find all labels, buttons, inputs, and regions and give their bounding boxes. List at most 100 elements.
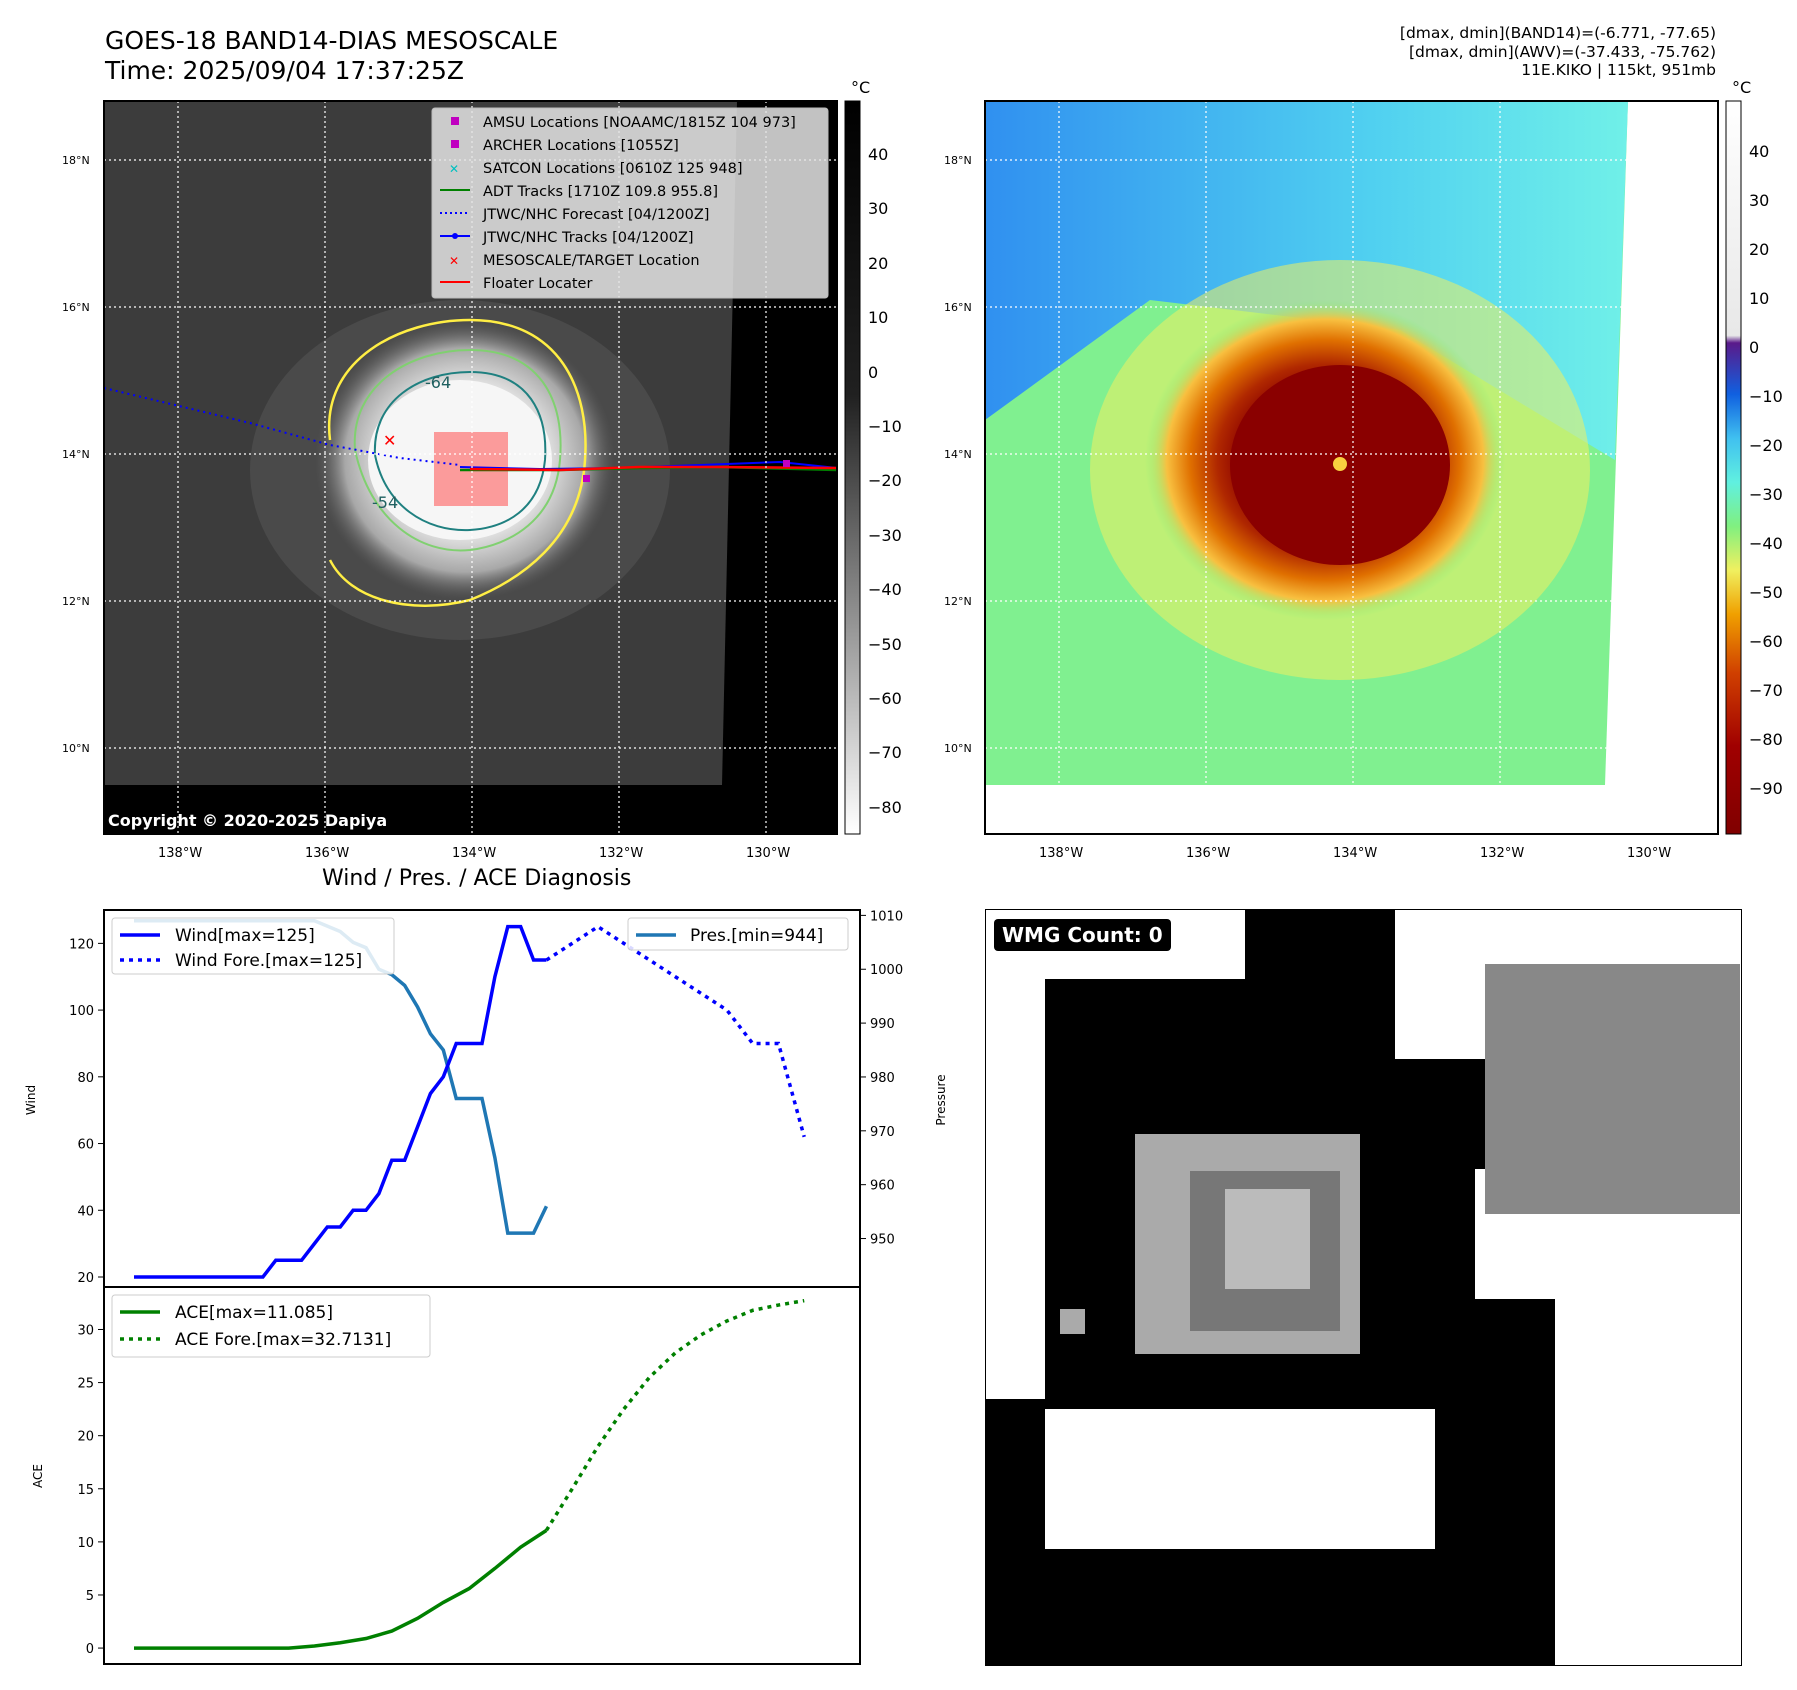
wind-fore-legend-label: Wind Fore.[max=125] — [175, 951, 362, 971]
archer-marker — [583, 475, 590, 482]
color-lat-14: 14°N — [944, 448, 972, 461]
legend-label-archer: ARCHER Locations [1055Z] — [483, 138, 679, 154]
pres-ytick-label: 990 — [870, 1017, 895, 1032]
ir-lat-12: 12°N — [62, 595, 90, 608]
ace-fore-legend-label: ACE Fore.[max=32.7131] — [175, 1330, 391, 1350]
ir-lat-16: 16°N — [62, 301, 90, 314]
wind-ytick-label: 80 — [77, 1071, 94, 1086]
color-eye — [1333, 457, 1347, 471]
wmg-count-badge: WMG Count: 0 — [994, 919, 1171, 951]
ace-line — [134, 1528, 548, 1650]
ir-lat-18: 18°N — [62, 154, 90, 167]
legend-archer-marker — [451, 140, 459, 148]
color-lat-18: 18°N — [944, 154, 972, 167]
ir-map-panel: -64 -54 ✕ ✕ ✕ AMSU Locations [NOAAMC/18 — [103, 100, 1742, 835]
wind-ytick-label: 60 — [77, 1138, 94, 1153]
legend-label-satcon: SATCON Locations [0610Z 125 948] — [483, 161, 742, 177]
ir-map-frame — [103, 100, 838, 835]
color-gridlines — [985, 101, 1718, 834]
color-colorbar-tick: −50 — [1749, 583, 1783, 602]
ir-lon-138: 138°W — [158, 846, 203, 861]
contour-inner — [373, 370, 547, 532]
legend-target-marker: ✕ — [449, 254, 459, 268]
color-colorbar-tick: 10 — [1749, 289, 1770, 308]
wind-legend-label: Wind[max=125] — [175, 926, 315, 946]
color-lon-136: 136°W — [1186, 846, 1231, 861]
color-colorbar-tick: −10 — [1749, 387, 1783, 406]
contour-mid — [353, 348, 562, 552]
floater-track — [469, 465, 838, 472]
ace-ytick-label: 20 — [77, 1430, 94, 1445]
ir-lon-134: 134°W — [452, 846, 497, 861]
gray-colorbar-tick: −20 — [868, 471, 902, 491]
color-colorbar-tick: −60 — [1749, 632, 1783, 651]
diagnosis-chart: 1201008060402010101000990980970960950302… — [24, 909, 948, 1665]
pres-legend-label: Pres.[min=944] — [690, 926, 823, 946]
pres-ytick-label: 950 — [870, 1233, 895, 1248]
wmg-panel — [985, 909, 1742, 1666]
color-colorbar-tick: 30 — [1749, 191, 1770, 210]
copyright-text: Copyright © 2020-2025 Dapiya — [108, 811, 387, 830]
color-colorbar — [1725, 100, 1742, 835]
gray-colorbar-tick: 10 — [868, 308, 889, 328]
color-colorbar-tick: 40 — [1749, 142, 1770, 161]
gray-colorbar-tick: −50 — [868, 634, 902, 654]
ace-ytick-label: 10 — [77, 1536, 94, 1551]
gray-colorbar-tick: −70 — [868, 743, 902, 763]
ace-ytick-label: 15 — [77, 1483, 94, 1498]
legend-label-forecast: JTWC/NHC Forecast [04/1200Z] — [482, 207, 709, 223]
amsu-marker — [783, 460, 790, 467]
legend-label-adt: ADT Tracks [1710Z 109.8 955.8] — [483, 184, 718, 200]
legend-tracks-dot — [452, 233, 458, 239]
wmg-gray-speck — [1060, 1309, 1085, 1334]
legend-amsu-marker — [451, 117, 459, 125]
gray-colorbar-tick: −10 — [868, 417, 902, 436]
gray-colorbar-tick: 0 — [868, 362, 879, 382]
gray-colorbar — [844, 100, 861, 835]
wind-ytick-label: 20 — [77, 1271, 94, 1286]
diagnosis-title: Wind / Pres. / ACE Diagnosis — [322, 866, 632, 891]
gray-colorbar-tick: −60 — [868, 689, 902, 708]
ir-lon-132: 132°W — [599, 846, 644, 861]
contour-label-1: -64 — [425, 373, 451, 392]
gray-colorbar-tick: 20 — [868, 253, 889, 273]
map-legend — [431, 107, 829, 299]
gray-colorbar-tick: −80 — [868, 797, 902, 817]
color-lon-134: 134°W — [1333, 846, 1378, 861]
color-map-frame — [984, 100, 1719, 835]
pres-ytick-label: 1000 — [870, 963, 903, 978]
pres-ytick-label: 960 — [870, 1179, 895, 1194]
wind-forecast-line — [545, 924, 806, 1138]
color-lon-138: 138°W — [1039, 846, 1084, 861]
color-lat-16: 16°N — [944, 301, 972, 314]
pres-ytick-label: 980 — [870, 1071, 895, 1086]
mesoscale-x-marker: ✕ — [383, 431, 396, 450]
wind-ytick-label: 120 — [69, 937, 94, 952]
ir-lon-136: 136°W — [305, 846, 350, 861]
info-line-1: [dmax, dmin](BAND14)=(-6.771, -77.65) — [1399, 24, 1716, 42]
ace-legend-box — [111, 1294, 431, 1358]
ace-ytick-label: 0 — [86, 1642, 94, 1657]
legend-labels: AMSU Locations [NOAAMC/1815Z 104 973] AR… — [482, 115, 796, 292]
info-line-3: 11E.KIKO | 115kt, 951mb — [1521, 61, 1716, 79]
color-colorbar-tick: −40 — [1749, 534, 1783, 553]
wmg-gray-region — [1485, 964, 1740, 1214]
storm-info: [dmax, dmin](BAND14)=(-6.771, -77.65) [d… — [1400, 24, 1716, 80]
wind-line — [134, 924, 547, 1279]
wmg-white-region — [985, 979, 1045, 1399]
color-lat-12: 12°N — [944, 595, 972, 608]
color-lon-130: 130°W — [1627, 846, 1672, 861]
pres-ytick-label: 1010 — [870, 909, 903, 924]
title-line-2: Time: 2025/09/04 17:37:25Z — [105, 56, 464, 85]
ace-axis-label: ACE — [31, 1464, 45, 1488]
wind-ytick-label: 40 — [77, 1204, 94, 1219]
legend-label-tracks: JTWC/NHC Tracks [04/1200Z] — [482, 230, 694, 246]
pres-legend-box — [627, 917, 849, 951]
ace-legend-label: ACE[max=11.085] — [175, 1303, 333, 1323]
color-colorbar-tick: −80 — [1749, 730, 1783, 749]
wmg-white-region — [1575, 1549, 1742, 1666]
legend-satcon-marker: ✕ — [449, 162, 459, 176]
color-colorbar-unit: °C — [1732, 78, 1752, 97]
gray-colorbar-tick: −40 — [868, 580, 902, 600]
gray-colorbar-tick: −30 — [868, 525, 902, 545]
